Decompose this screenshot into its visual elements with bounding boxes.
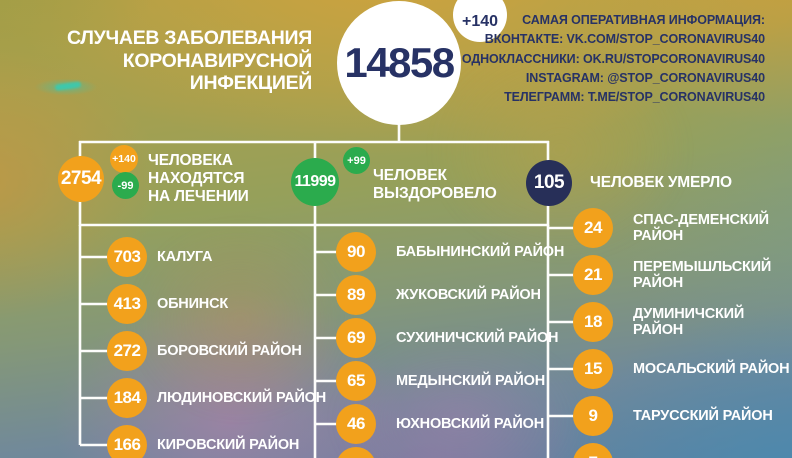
region-row: 89 ЖУКОВСКИЙ РАЙОН <box>336 275 541 315</box>
region-row: 21 ПЕРЕМЫШЛЬСКИЙ РАЙОН <box>573 255 771 295</box>
region-row: 184 ЛЮДИНОВСКИЙ РАЙОН <box>107 378 326 418</box>
region-row: 46 ЮХНОВСКИЙ РАЙОН <box>336 404 544 444</box>
region-row: 272 БОРОВСКИЙ РАЙОН <box>107 331 302 371</box>
region-row: 15 МОСАЛЬСКИЙ РАЙОН <box>573 349 790 389</box>
region-count-badge: 21 <box>573 255 613 295</box>
region-row: 90 БАБЫНИНСКИЙ РАЙОН <box>336 232 564 272</box>
social-link-instagram: INSTAGRAM: @STOP_CORONAVIRUS40 <box>525 70 765 85</box>
treatment-label: ЧЕЛОВЕКА НАХОДЯТСЯ НА ЛЕЧЕНИИ <box>148 152 249 205</box>
region-label: МЕДЫНСКИЙ РАЙОН <box>396 372 545 389</box>
region-label: ДУМИНИЧСКИЙ РАЙОН <box>633 305 745 339</box>
social-links-block: САМАЯ ОПЕРАТИВНАЯ ИНФОРМАЦИЯ: ВКОНТАКТЕ:… <box>462 11 765 107</box>
region-label: КИРОВСКИЙ РАЙОН <box>157 436 300 453</box>
deaths-count-circle: 105 <box>526 160 572 206</box>
region-count-badge: 166 <box>107 425 147 458</box>
total-cases-value: 14858 <box>344 39 455 86</box>
region-row <box>336 447 396 458</box>
region-count-badge <box>336 447 376 458</box>
region-label: ЛЮДИНОВСКИЙ РАЙОН <box>157 389 327 406</box>
region-count-badge: 272 <box>107 331 147 371</box>
region-count-badge: 184 <box>107 378 147 418</box>
region-count-badge: 65 <box>336 361 376 401</box>
region-count-badge: 18 <box>573 302 613 342</box>
region-count-badge: 413 <box>107 284 147 324</box>
recovered-label: ЧЕЛОВЕК ВЫЗДОРОВЕЛО <box>373 167 497 202</box>
region-row: 65 МЕДЫНСКИЙ РАЙОН <box>336 361 545 401</box>
region-row: 18 ДУМИНИЧСКИЙ РАЙОН <box>573 302 792 342</box>
region-label: ЮХНОВСКИЙ РАЙОН <box>396 415 544 432</box>
region-label: СПАС-ДЕМЕНСКИЙ РАЙОН <box>633 211 769 245</box>
region-row: 7 <box>573 443 633 458</box>
region-count-badge: 89 <box>336 275 376 315</box>
region-count-badge: 7 <box>573 443 613 458</box>
region-label: ПЕРЕМЫШЛЬСКИЙ РАЙОН <box>633 258 772 292</box>
region-label: БОРОВСКИЙ РАЙОН <box>157 342 302 359</box>
region-count-badge: 703 <box>107 237 147 277</box>
region-label: ОБНИНСК <box>157 295 228 312</box>
region-label: БАБЫНИНСКИЙ РАЙОН <box>396 243 565 260</box>
social-link-telegram: ТЕЛЕГРАММ: T.ME/STOP_CORONAVIRUS40 <box>504 90 765 105</box>
region-row: 9 ТАРУССКИЙ РАЙОН <box>573 396 773 436</box>
region-row: 24 СПАС-ДЕМЕНСКИЙ РАЙОН <box>573 208 769 248</box>
total-cases-delta-badge: +140 <box>453 0 507 42</box>
deaths-label: ЧЕЛОВЕК УМЕРЛО <box>590 174 732 191</box>
social-link-vk: ВКОНТАКТЕ: VK.COM/STOP_CORONAVIRUS40 <box>484 32 765 47</box>
treatment-count-circle: 2754 <box>58 156 104 202</box>
total-cases-circle: 14858 <box>337 1 461 125</box>
region-count-badge: 46 <box>336 404 376 444</box>
region-row: 69 СУХИНИЧСКИЙ РАЙОН <box>336 318 559 358</box>
region-label: ТАРУССКИЙ РАЙОН <box>633 407 773 424</box>
region-count-badge: 15 <box>573 349 613 389</box>
region-label: МОСАЛЬСКИЙ РАЙОН <box>633 360 790 377</box>
region-row: 413 ОБНИНСК <box>107 284 228 324</box>
region-count-badge: 24 <box>573 208 613 248</box>
social-link-ok: ОДНОКЛАССНИКИ: OK.RU/STOPCORONAVIRUS40 <box>461 51 765 66</box>
region-count-badge: 90 <box>336 232 376 272</box>
treatment-delta-down-badge: -99 <box>112 172 139 199</box>
region-label: КАЛУГА <box>157 248 213 265</box>
region-label: ЖУКОВСКИЙ РАЙОН <box>396 286 541 303</box>
page-title: СЛУЧАЕВ ЗАБОЛЕВАНИЯ КОРОНАВИРУСНОЙ ИНФЕК… <box>67 27 312 94</box>
region-count-badge: 69 <box>336 318 376 358</box>
region-label: СУХИНИЧСКИЙ РАЙОН <box>396 329 559 346</box>
recovered-count-circle: 11999 <box>291 158 339 206</box>
region-row: 166 КИРОВСКИЙ РАЙОН <box>107 425 299 458</box>
region-count-badge: 9 <box>573 396 613 436</box>
region-row: 703 КАЛУГА <box>107 237 212 277</box>
recovered-delta-up-badge: +99 <box>343 147 370 174</box>
treatment-delta-up-badge: +140 <box>110 145 138 173</box>
social-heading: САМАЯ ОПЕРАТИВНАЯ ИНФОРМАЦИЯ: <box>522 13 765 27</box>
